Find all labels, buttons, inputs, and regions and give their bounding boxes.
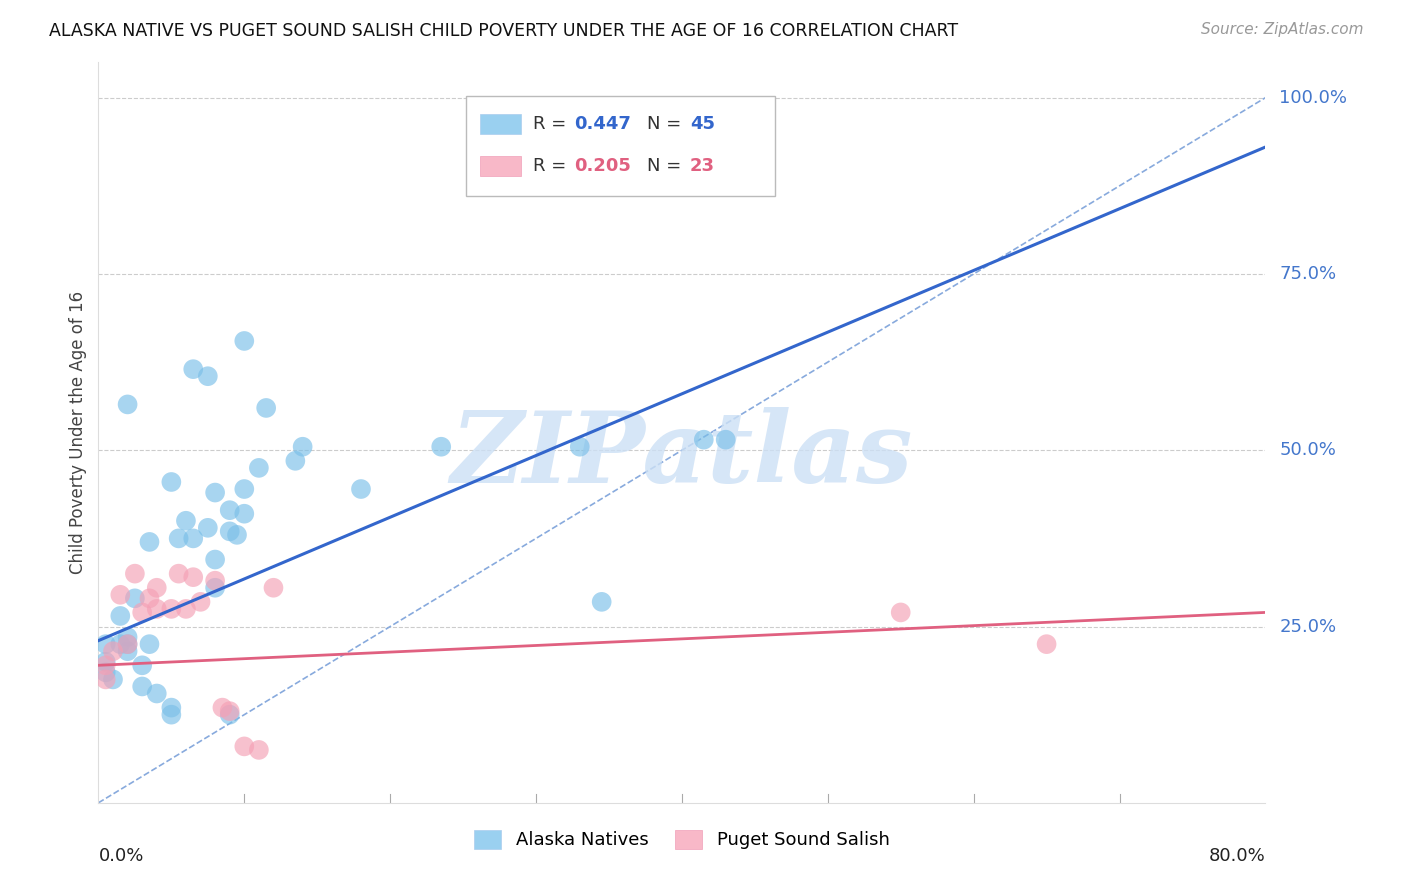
Text: 100.0%: 100.0% [1279,88,1347,107]
Point [890,606,912,620]
Point [291,440,314,454]
FancyBboxPatch shape [465,95,775,195]
Point [117,630,139,644]
Text: 0.205: 0.205 [575,157,631,175]
Point [233,507,256,521]
Point [124,566,146,581]
Text: 50.0%: 50.0% [1279,442,1336,459]
Point [138,637,160,651]
Point [174,514,197,528]
Point [131,680,153,694]
Point [233,482,256,496]
Point [117,637,139,651]
Point [117,637,139,651]
Legend: Alaska Natives, Puget Sound Salish: Alaska Natives, Puget Sound Salish [467,823,897,856]
Point [204,552,226,566]
Point [350,482,373,496]
Point [181,362,204,376]
Point [146,686,169,700]
Point [197,369,219,384]
Text: N =: N = [647,115,688,133]
Point [110,588,132,602]
Point [160,475,183,489]
Point [110,609,132,624]
Text: 45: 45 [690,115,716,133]
Point [160,707,183,722]
Y-axis label: Child Poverty Under the Age of 16: Child Poverty Under the Age of 16 [69,291,87,574]
Point [146,602,169,616]
Text: R =: R = [533,157,571,175]
Text: 23: 23 [690,157,716,175]
Point [167,566,190,581]
Point [204,485,226,500]
Point [714,433,737,447]
Point [190,595,212,609]
Point [591,595,613,609]
Point [568,440,591,454]
Point [247,461,270,475]
Point [146,581,169,595]
Point [218,704,240,718]
Point [101,644,124,658]
Point [218,524,240,539]
Point [262,581,284,595]
Point [693,433,716,447]
Point [131,658,153,673]
Text: 25.0%: 25.0% [1279,617,1337,635]
Point [233,334,256,348]
Text: 80.0%: 80.0% [1209,847,1265,865]
Point [204,581,226,595]
Point [218,503,240,517]
Point [181,532,204,546]
Point [247,743,270,757]
Text: ALASKA NATIVE VS PUGET SOUND SALISH CHILD POVERTY UNDER THE AGE OF 16 CORRELATIO: ALASKA NATIVE VS PUGET SOUND SALISH CHIL… [49,22,959,40]
Point [160,602,183,616]
Text: R =: R = [533,115,571,133]
FancyBboxPatch shape [479,113,520,135]
Point [167,532,190,546]
Point [131,606,153,620]
Point [94,655,117,669]
Point [94,637,117,651]
Point [94,665,117,680]
Text: Source: ZipAtlas.com: Source: ZipAtlas.com [1201,22,1364,37]
Point [124,591,146,606]
Text: 0.0%: 0.0% [98,847,143,865]
Point [138,535,160,549]
FancyBboxPatch shape [479,156,520,177]
Point [233,739,256,754]
Text: 75.0%: 75.0% [1279,265,1337,283]
Point [94,658,117,673]
Point [117,644,139,658]
Point [110,637,132,651]
Point [218,707,240,722]
Text: N =: N = [647,157,688,175]
Point [181,570,204,584]
Point [138,591,160,606]
Point [94,673,117,687]
Point [117,397,139,411]
Point [197,521,219,535]
Point [101,673,124,687]
Text: ZIPatlas: ZIPatlas [451,407,912,503]
Point [284,454,307,468]
Point [1035,637,1057,651]
Point [211,700,233,714]
Text: 0.447: 0.447 [575,115,631,133]
Point [430,440,453,454]
Point [204,574,226,588]
Point [226,528,249,542]
Point [160,700,183,714]
Point [174,602,197,616]
Point [254,401,277,415]
